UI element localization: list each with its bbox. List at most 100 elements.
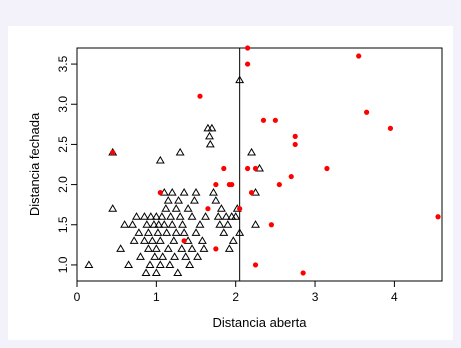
data-point-triangle <box>143 244 153 252</box>
data-point-red <box>110 149 116 156</box>
data-point-triangle <box>171 204 181 212</box>
data-point-red <box>292 133 298 139</box>
data-point-triangle <box>162 228 172 236</box>
data-point-triangle <box>205 139 215 148</box>
data-point-triangle <box>165 260 175 268</box>
data-point-triangle <box>149 220 159 228</box>
data-point-triangle <box>142 220 152 228</box>
data-point-red <box>260 117 267 123</box>
data-point-triangle <box>221 212 231 220</box>
data-point-red <box>244 45 251 51</box>
data-point-triangle <box>174 196 184 204</box>
data-point-triangle <box>175 212 185 220</box>
y-tick-label: 2.5 <box>56 136 70 153</box>
data-point-triangle <box>145 260 155 268</box>
data-point-red <box>229 181 235 188</box>
data-point-triangle <box>147 236 157 244</box>
data-point-triangle <box>191 228 201 236</box>
y-tick-label: 1.0 <box>56 256 70 273</box>
data-point-triangle <box>84 260 94 268</box>
data-point-triangle <box>215 220 225 228</box>
data-point-triangle <box>199 244 209 252</box>
data-point-triangle <box>247 147 257 156</box>
data-point-triangle <box>155 155 165 164</box>
data-point-triangle <box>191 188 201 196</box>
data-point-triangle <box>177 244 187 252</box>
data-point-red <box>435 214 441 220</box>
data-point-red <box>181 238 187 244</box>
data-point-triangle <box>163 196 173 204</box>
data-point-red <box>252 165 259 172</box>
data-point-red <box>244 61 251 67</box>
x-tick-label: 1 <box>153 290 160 304</box>
data-point-triangle <box>155 260 165 268</box>
plot-border <box>76 47 443 282</box>
data-point-triangle <box>163 244 173 252</box>
data-point-triangle <box>228 236 238 244</box>
data-point-triangle <box>116 244 126 252</box>
y-axis-title: Distancia fechada <box>27 112 42 216</box>
data-point-triangle <box>231 212 241 220</box>
data-point-red <box>205 206 211 212</box>
data-point-red <box>248 190 255 196</box>
data-point-triangle <box>136 252 145 260</box>
data-point-triangle <box>120 220 130 228</box>
data-point-triangle <box>151 244 161 252</box>
data-point-triangle <box>179 228 189 236</box>
data-point-triangle <box>124 260 134 268</box>
data-point-triangle <box>153 228 163 236</box>
data-point-red <box>213 246 219 252</box>
data-point-triangle <box>211 196 221 204</box>
data-point-triangle <box>146 212 156 220</box>
data-point-triangle <box>167 188 177 196</box>
y-tick-label: 3.0 <box>56 96 70 113</box>
data-point-triangle <box>161 204 171 212</box>
data-point-triangle <box>169 236 179 244</box>
data-point-triangle <box>181 252 191 260</box>
data-point-triangle <box>171 228 181 236</box>
y-tick-label: 3.5 <box>56 55 70 72</box>
data-point-triangle <box>139 212 149 220</box>
data-point-triangle <box>157 212 167 220</box>
data-point-triangle <box>141 268 151 276</box>
data-point-triangle <box>166 212 176 220</box>
x-tick-label: 0 <box>74 290 81 304</box>
data-point-red <box>356 53 362 59</box>
data-point-red <box>213 181 219 188</box>
data-point-triangle <box>187 212 197 220</box>
data-point-triangle <box>183 204 193 212</box>
data-point-red <box>268 222 275 228</box>
data-point-triangle <box>170 252 180 260</box>
data-point-red <box>364 109 370 115</box>
data-point-triangle <box>205 131 214 140</box>
data-point-triangle <box>201 212 211 220</box>
data-point-red <box>237 206 243 212</box>
data-point-red <box>387 125 394 131</box>
data-point-triangle <box>143 228 153 236</box>
data-point-triangle <box>134 228 144 236</box>
data-point-red <box>197 93 203 99</box>
data-point-triangle <box>213 212 223 220</box>
data-point-triangle <box>224 244 234 252</box>
data-point-triangle <box>129 236 139 244</box>
data-point-red <box>252 262 259 268</box>
data-point-red <box>157 190 163 196</box>
data-point-red <box>221 165 227 172</box>
data-point-triangle <box>235 75 245 84</box>
data-point-triangle <box>179 188 189 196</box>
data-point-triangle <box>209 188 218 196</box>
data-point-triangle <box>187 244 197 252</box>
data-points <box>84 45 441 276</box>
data-point-triangle <box>151 212 161 220</box>
data-point-triangle <box>158 252 168 260</box>
x-tick-label: 3 <box>312 290 319 304</box>
data-point-red <box>300 270 306 276</box>
x-tick-label: 2 <box>232 290 239 304</box>
data-point-triangle <box>189 196 199 204</box>
data-point-triangle <box>132 212 141 220</box>
data-point-triangle <box>178 220 188 228</box>
data-point-red <box>324 165 330 172</box>
data-point-triangle <box>139 236 149 244</box>
data-point-red <box>288 173 294 180</box>
data-point-triangle <box>185 260 195 268</box>
